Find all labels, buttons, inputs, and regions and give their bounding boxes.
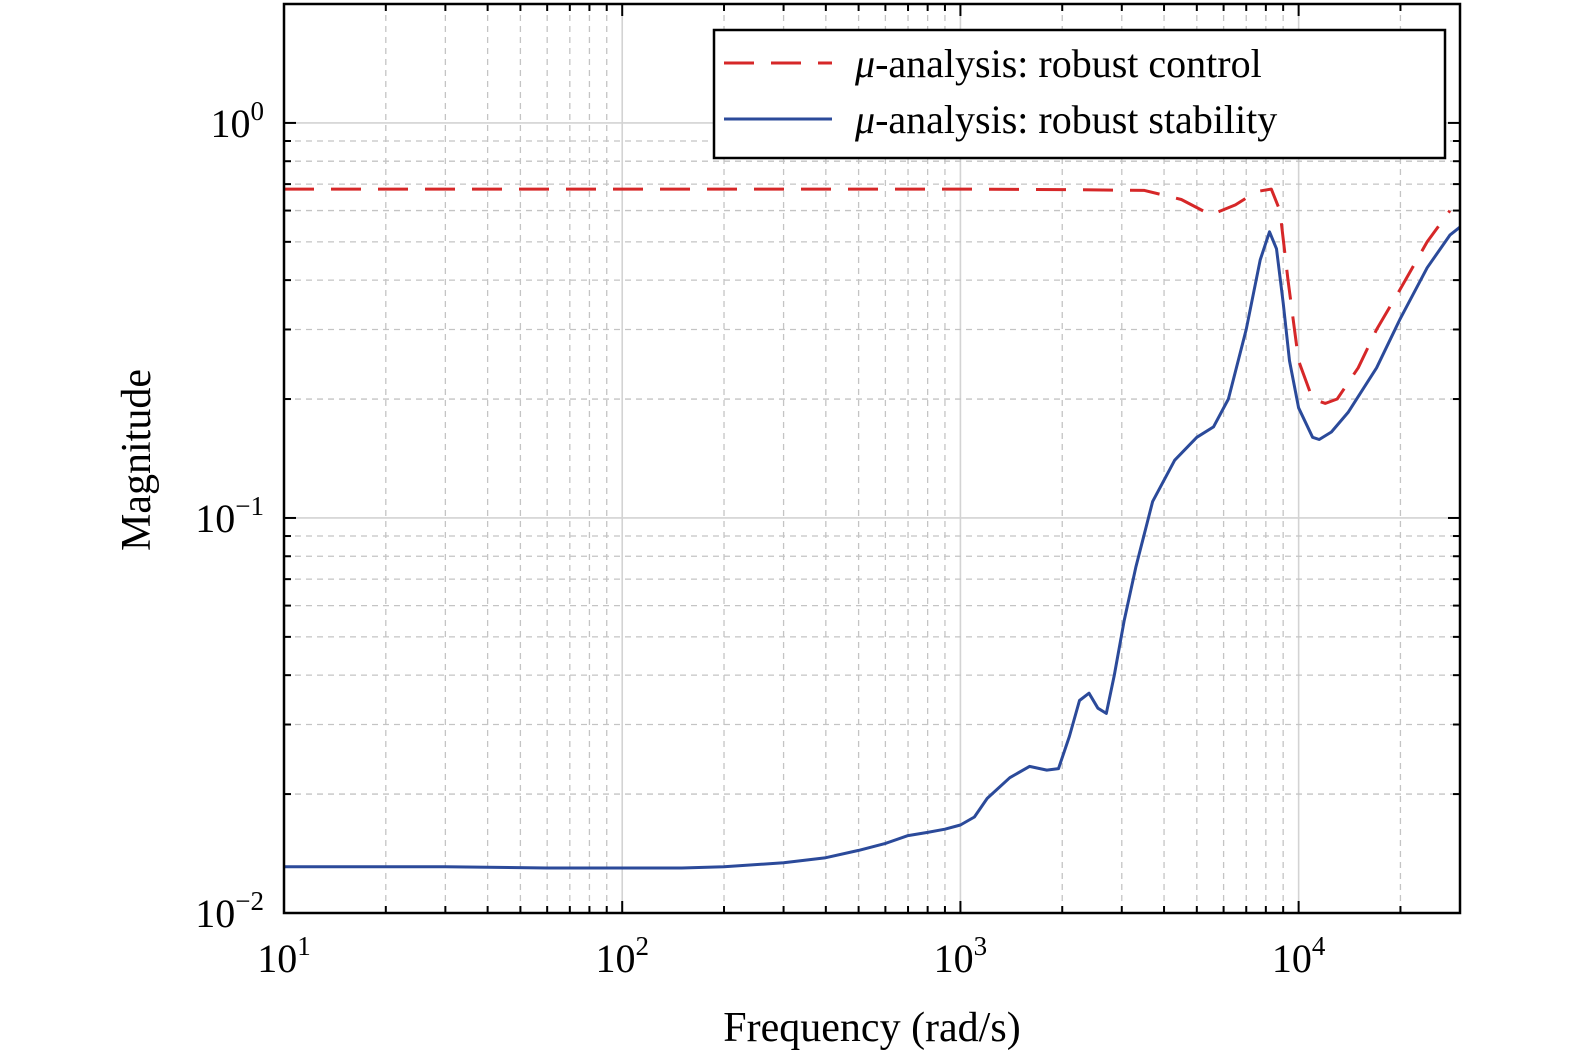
x-tick-label: 103 [934, 931, 988, 981]
y-tick-label: 10−1 [195, 491, 264, 541]
legend-box [712, 28, 1447, 160]
x-tick-label: 101 [257, 931, 311, 981]
legend-label-robust-control: μ-analysis: robust control [854, 41, 1262, 86]
x-tick-labels: 101 102 103 104 [257, 931, 1326, 981]
legend: μ-analysis: robust control μ-analysis: r… [712, 28, 1447, 160]
y-tick-label: 100 [211, 96, 265, 146]
x-tick-label: 104 [1272, 931, 1326, 981]
series-line-robust-control [284, 187, 1452, 405]
y-tick-label: 10−2 [195, 886, 264, 936]
x-tick-label: 102 [595, 931, 649, 981]
legend-label-robust-stability: μ-analysis: robust stability [854, 97, 1277, 142]
series-line-robust-stability [284, 225, 1461, 870]
x-axis-title: Frequency (rad/s) [723, 1005, 1020, 1051]
series-lines [284, 187, 1461, 870]
plot-frame [282, 2, 1462, 915]
y-axis-title: Magnitude [114, 369, 160, 551]
y-tick-labels: 10−2 10−1 100 [195, 96, 264, 936]
